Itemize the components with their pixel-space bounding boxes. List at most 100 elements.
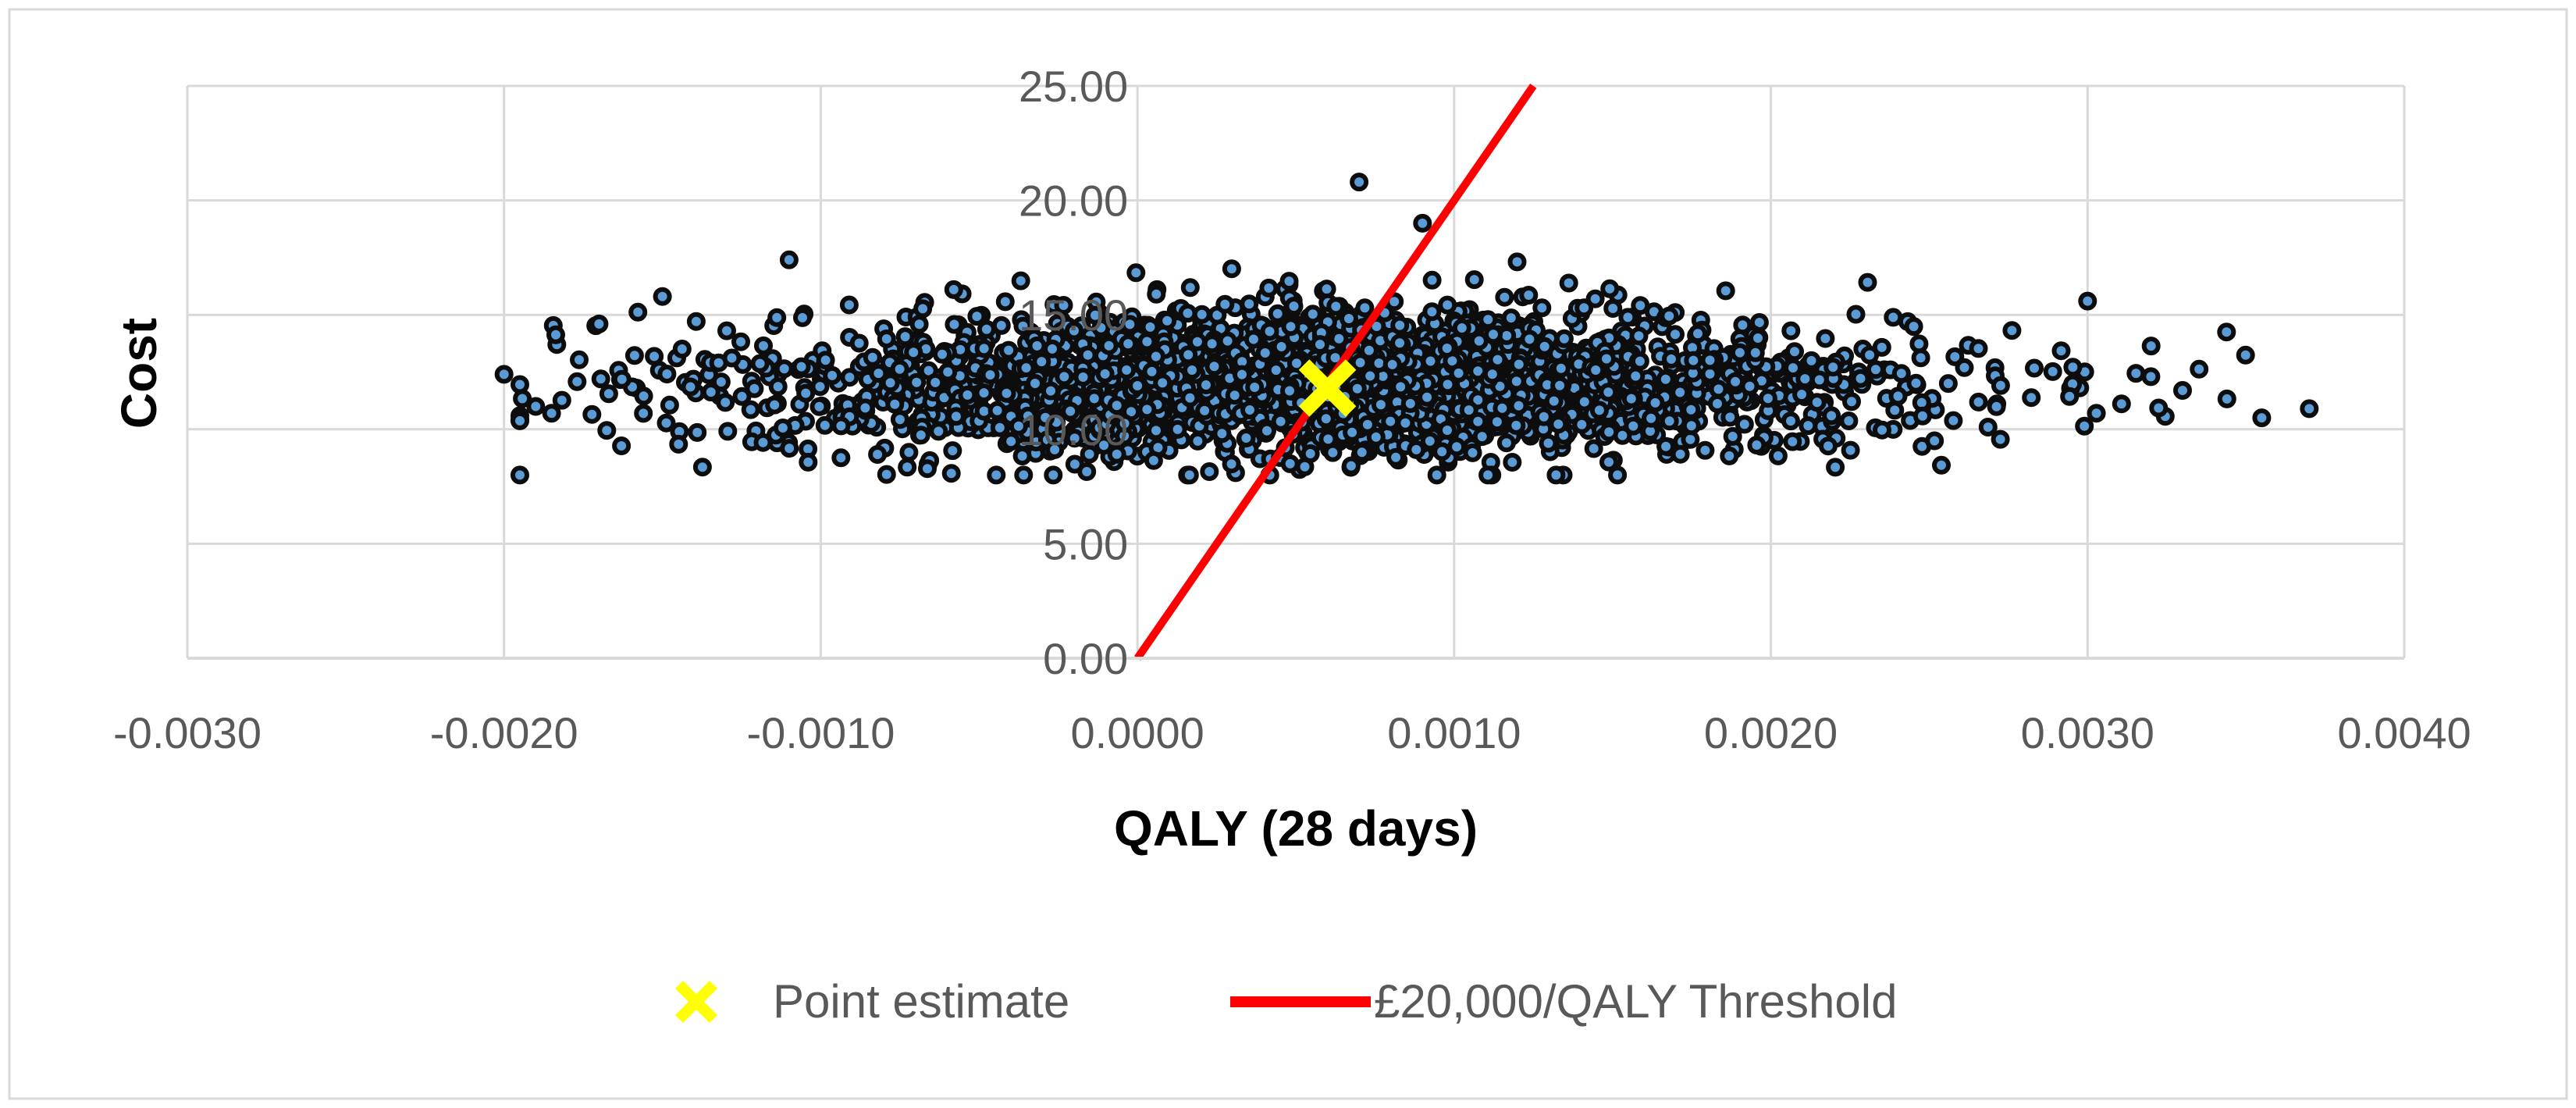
scatter-point [1137, 332, 1157, 351]
scatter-point [657, 365, 677, 383]
scatter-point [1340, 309, 1358, 328]
chart-frame [8, 8, 2568, 1100]
scatter-point [980, 365, 1000, 385]
scatter-point [1630, 351, 1649, 371]
scatter-point [1120, 315, 1140, 334]
scatter-point [582, 404, 602, 424]
scatter-point [1036, 408, 1055, 427]
scatter-point [1407, 440, 1426, 459]
scatter-point [1381, 411, 1400, 431]
scatter-point [722, 348, 742, 368]
y-tick-label: 20.00 [1019, 176, 1128, 226]
scatter-point [987, 401, 1007, 420]
scatter-point [1597, 349, 1616, 369]
scatter-point [718, 422, 738, 441]
scatter-point [1117, 360, 1137, 379]
scatter-point [660, 395, 679, 415]
scatter-point [1178, 304, 1197, 323]
scatter-point [1629, 326, 1649, 346]
scatter-point [1720, 446, 1739, 465]
scatter-point [1361, 366, 1380, 386]
scatter-point [1054, 296, 1073, 315]
scatter-point [774, 359, 794, 379]
scatter-point [1906, 373, 1926, 393]
scatter-point [997, 383, 1016, 403]
scatter-point [1449, 363, 1468, 383]
scatter-point [1747, 436, 1767, 454]
scatter-point [1482, 365, 1502, 384]
scatter-point [974, 339, 994, 358]
scatter-point [1585, 289, 1605, 308]
scatter-point [1391, 377, 1411, 397]
scatter-point [1599, 383, 1618, 402]
scatter-point [1802, 351, 1821, 370]
scatter-point [1359, 340, 1379, 360]
scatter-point [831, 416, 851, 436]
scatter-point [1422, 302, 1442, 322]
scatter-point [943, 441, 962, 461]
scatter-point [1603, 299, 1623, 318]
legend-label-threshold: £20,000/QALY Threshold [1374, 975, 1898, 1028]
x-tick-label: 0.0040 [2337, 708, 2471, 757]
y-tick-label: 5.00 [1043, 519, 1128, 568]
scatter-point [863, 347, 882, 367]
scatter-point [1851, 369, 1870, 388]
scatter-point [1532, 298, 1552, 318]
scatter-point [1065, 321, 1083, 340]
scatter-point [1341, 456, 1361, 476]
scatter-point [1723, 426, 1742, 446]
scatter-point [1546, 465, 1566, 485]
scatter-point [1681, 416, 1701, 436]
scatter-point [1662, 349, 1681, 369]
scatter-point [2236, 345, 2255, 365]
scatter-point [1245, 378, 1265, 397]
scatter-point [2252, 408, 2272, 428]
scatter-point [2149, 398, 2169, 418]
scatter-point [597, 421, 617, 440]
scatter-point [754, 336, 773, 355]
scatter-point [1095, 364, 1115, 383]
scatter-point [1534, 407, 1553, 426]
scatter-point [732, 387, 752, 406]
scatter-point [1809, 370, 1829, 390]
scatter-point [1670, 444, 1690, 464]
scatter-point [716, 393, 735, 412]
scatter-point [1495, 287, 1514, 307]
scatter-point [2173, 381, 2192, 400]
scatter-point [1011, 271, 1030, 290]
scatter-point [1509, 354, 1528, 374]
scatter-point [1065, 429, 1084, 448]
scatter-point [1884, 308, 1903, 327]
scatter-point [1520, 330, 1539, 349]
scatter-point [1180, 388, 1200, 408]
scatter-point [686, 312, 706, 331]
scatter-point [1584, 439, 1603, 458]
scatter-point [1244, 330, 1263, 349]
scatter-point [2217, 389, 2236, 408]
scatter-point [1027, 336, 1047, 355]
scatter-point [591, 369, 610, 389]
scatter-point [1192, 305, 1212, 324]
scatter-point [1183, 361, 1201, 379]
scatter-point [765, 395, 785, 415]
legend: Point estimate £20,000/QALY Threshold [675, 975, 1898, 1028]
scatter-point [526, 397, 546, 416]
scatter-point [913, 299, 933, 319]
scatter-point [1438, 375, 1457, 394]
scatter-point [1484, 325, 1503, 344]
scatter-point [1826, 458, 1845, 477]
scatter-point [1925, 431, 1944, 451]
scatter-point [1969, 339, 1988, 358]
scatter-point [1300, 444, 1320, 463]
scatter-point [1147, 421, 1165, 440]
scatter-point [1202, 334, 1222, 354]
scatter-point [546, 325, 565, 344]
scatter-point [1839, 411, 1859, 430]
y-axis-title: Cost [111, 318, 167, 429]
scatter-point [1866, 360, 1885, 379]
scatter-point [1819, 436, 1838, 456]
scatter-point [1080, 444, 1099, 464]
scatter-point [1496, 433, 1516, 453]
scatter-point [1720, 408, 1740, 427]
scatter-point [911, 426, 930, 445]
